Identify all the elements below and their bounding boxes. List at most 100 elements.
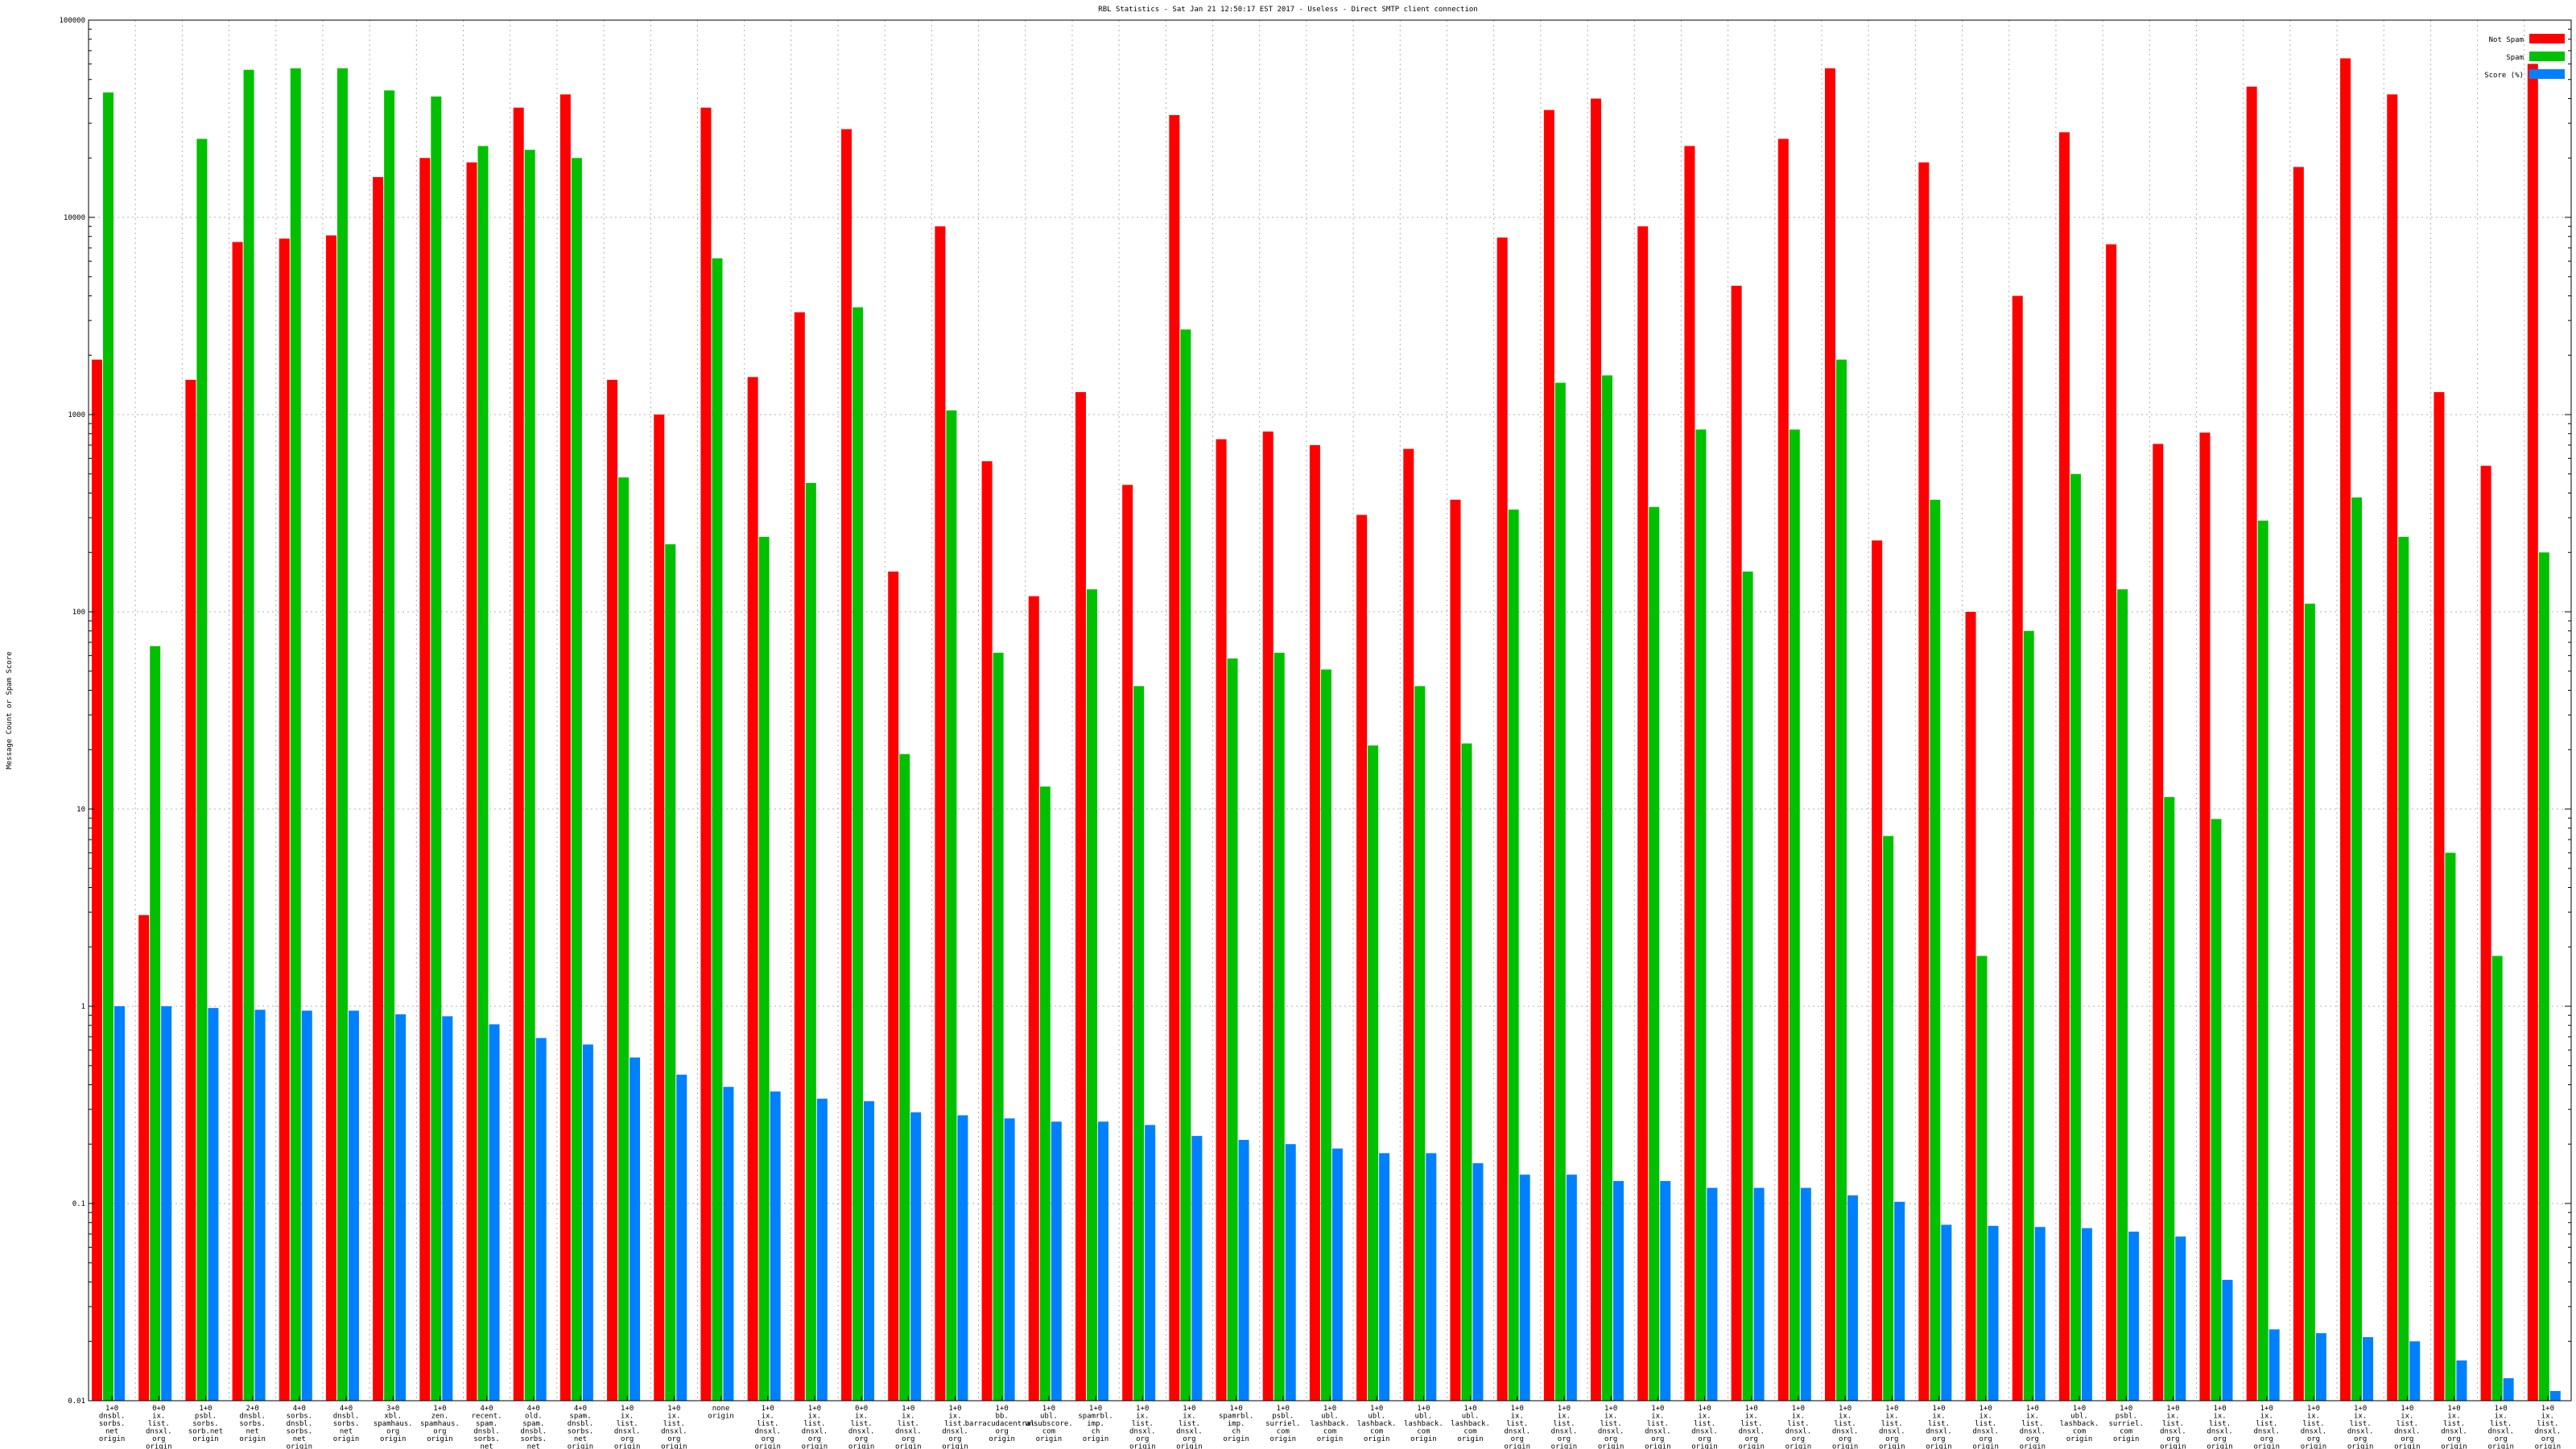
bar-score — [723, 1087, 734, 1401]
y-axis-label: Message Count or Spam Score — [6, 651, 14, 769]
bar-score — [676, 1074, 687, 1401]
bar-score — [1988, 1225, 1999, 1401]
bar-score — [1145, 1125, 1156, 1401]
x-category-label: 1+0 psbl. sorbs. sorb.net origin — [188, 1405, 223, 1443]
bar-spam — [712, 258, 723, 1402]
x-category-label: 1+0 ix. list. dnsxl. org origin — [614, 1405, 641, 1449]
bar-spam — [103, 92, 114, 1401]
bar-not-spam — [2246, 86, 2257, 1402]
bar-score — [114, 1006, 125, 1401]
bar-not-spam — [794, 312, 805, 1401]
bar-spam — [758, 536, 770, 1401]
x-category-label: 1+0 ix. list. dnsxl. org origin — [2487, 1405, 2514, 1449]
bar-not-spam — [747, 377, 758, 1401]
plot-frame — [88, 19, 2572, 1402]
bar-spam — [1039, 786, 1051, 1401]
bar-score — [864, 1100, 875, 1401]
bar-score — [1894, 1201, 1905, 1401]
bar-spam — [618, 477, 630, 1401]
x-category-label: 1+0 ix. list. dnsxl. org origin — [2254, 1405, 2281, 1449]
x-category-label: 1+0 ix. list. dnsxl. org origin — [2535, 1405, 2562, 1449]
y-tick-label: 0.1 — [72, 1200, 85, 1208]
y-tick-label: 0.01 — [68, 1397, 85, 1406]
bar-score — [1379, 1153, 1390, 1401]
bars-layer — [92, 58, 2561, 1402]
grid-layer — [89, 20, 2571, 1401]
bar-not-spam — [2293, 167, 2304, 1401]
x-category-label: 1+0 spamrbl. imp. ch origin — [1078, 1405, 1113, 1443]
y-tick-label: 10000 — [64, 214, 85, 222]
bar-spam — [1930, 499, 1941, 1402]
bar-score — [770, 1091, 781, 1401]
bar-spam — [336, 68, 348, 1401]
bar-spam — [1320, 669, 1331, 1401]
legend-swatch-not-spam — [2529, 34, 2565, 43]
x-category-label: 1+0 ix. list. dnsxl. org origin — [1738, 1405, 1765, 1449]
x-category-label: 1+0 ubl. unsubscore. com origin — [1025, 1405, 1073, 1443]
bar-not-spam — [2480, 465, 2491, 1402]
bar-score — [395, 1014, 407, 1401]
bar-spam — [852, 307, 864, 1401]
x-category-label: 1+0 spamrbl. imp. ch origin — [1219, 1405, 1253, 1443]
legend-swatch-score — [2529, 69, 2565, 79]
bar-score — [489, 1024, 500, 1401]
x-category-label: 1+0 ix. list. dnsxl. org origin — [942, 1405, 968, 1449]
bar-spam — [899, 753, 910, 1401]
bar-not-spam — [1543, 109, 1554, 1401]
bar-score — [2503, 1378, 2514, 1401]
bar-spam — [946, 410, 957, 1402]
bar-not-spam — [2012, 295, 2023, 1401]
x-category-label: 1+0 ix. list. dnsxl. org origin — [1645, 1405, 1671, 1449]
bar-spam — [1554, 382, 1566, 1401]
bar-not-spam — [700, 107, 712, 1401]
bar-not-spam — [325, 235, 336, 1402]
bar-spam — [2491, 956, 2503, 1401]
bar-not-spam — [513, 107, 524, 1401]
x-category-label: 1+0 ix. list. dnsxl. org origin — [2394, 1405, 2421, 1449]
bar-score — [1800, 1187, 1811, 1401]
bar-score — [254, 1009, 266, 1401]
bar-not-spam — [1824, 68, 1835, 1401]
chart-title: RBL Statistics - Sat Jan 21 12:50:17 EST… — [1098, 6, 1477, 14]
x-category-label: 1+0 ix. list. dnsxl. org origin — [1551, 1405, 1578, 1449]
bar-score — [2175, 1236, 2186, 1401]
bar-score — [1051, 1121, 1062, 1401]
bar-score — [348, 1010, 359, 1401]
bar-spam — [1976, 956, 1988, 1401]
bar-not-spam — [981, 460, 993, 1401]
bar-not-spam — [1591, 98, 1602, 1401]
x-category-label: 1+0 zen. spamhaus. org origin — [420, 1405, 460, 1443]
legend-swatch-spam — [2529, 52, 2565, 61]
bar-score — [1847, 1195, 1858, 1401]
bar-not-spam — [2527, 64, 2538, 1402]
bar-spam — [1461, 743, 1472, 1401]
x-category-label: 0+0 ix. list. dnsxl. org origin — [848, 1405, 875, 1449]
bar-spam — [2257, 520, 2268, 1402]
bar-not-spam — [2058, 132, 2070, 1401]
legend: Not Spam Spam Score (%) — [2484, 34, 2565, 80]
bar-spam — [665, 544, 676, 1401]
bar-not-spam — [2153, 444, 2164, 1402]
bar-not-spam — [1918, 162, 1930, 1402]
bar-not-spam — [1169, 114, 1180, 1401]
bar-not-spam — [935, 226, 946, 1401]
bar-score — [1941, 1224, 1952, 1401]
legend-label: Score (%) — [2484, 72, 2524, 80]
y-tick-label: 1000 — [68, 411, 85, 419]
x-category-label: 4+0 dnsbl. sorbs. net origin — [333, 1405, 360, 1443]
bar-spam — [2023, 630, 2034, 1401]
bar-score — [2128, 1231, 2140, 1401]
bar-score — [1566, 1174, 1577, 1401]
bar-not-spam — [841, 129, 852, 1401]
x-category-label: 3+0 xbl. spamhaus. org origin — [374, 1405, 413, 1443]
bar-score — [535, 1038, 547, 1401]
bar-spam — [1835, 359, 1847, 1402]
bar-spam — [571, 158, 582, 1401]
bar-not-spam — [1075, 392, 1086, 1402]
x-category-label: 0+0 ix. list. dnsxl. org origin — [146, 1405, 172, 1449]
bar-score — [301, 1010, 312, 1401]
bar-not-spam — [1496, 237, 1508, 1402]
bar-spam — [1133, 686, 1145, 1401]
